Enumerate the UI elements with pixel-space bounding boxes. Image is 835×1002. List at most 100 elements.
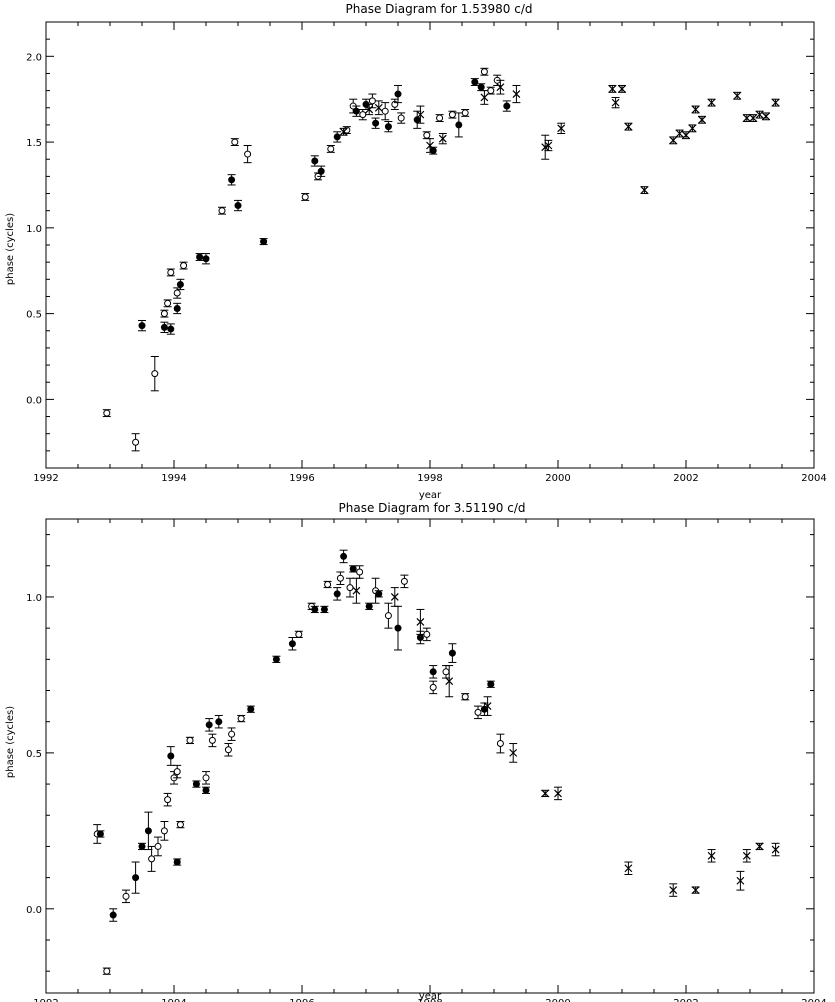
data-point-filled-circle	[365, 602, 374, 610]
cross-marker	[624, 864, 633, 873]
data-point-cross	[688, 124, 697, 133]
data-point-filled-circle	[96, 830, 105, 838]
data-point-cross	[445, 665, 454, 698]
data-point-cross	[509, 743, 518, 763]
y-tick-labels: 0.0 0.5 1.0 1.5 2.0	[26, 52, 42, 406]
filled-circle-marker	[205, 721, 213, 729]
data-point-cross	[691, 886, 700, 895]
cross-marker	[742, 114, 751, 122]
cross-marker	[691, 105, 700, 114]
open-circle-marker	[208, 736, 216, 744]
axis-ticks	[45, 519, 815, 993]
open-circle-marker	[480, 68, 488, 76]
open-circle-marker	[429, 683, 437, 691]
open-circle-marker	[442, 668, 450, 676]
data-point-open-circle	[186, 736, 194, 745]
data-point-open-circle	[230, 138, 239, 147]
data-point-filled-circle	[227, 174, 236, 186]
data-point-open-circle	[166, 268, 175, 277]
cross-marker	[390, 593, 399, 601]
data-point-cross	[755, 110, 764, 119]
data-point-cross	[426, 138, 434, 153]
data-point-cross	[390, 587, 399, 607]
data-point-open-circle	[448, 110, 457, 119]
cross-marker	[742, 851, 751, 860]
open-circle-marker	[224, 746, 232, 754]
data-point-open-circle	[163, 792, 172, 807]
filled-circle-marker	[138, 842, 146, 850]
cross-marker	[624, 122, 633, 131]
x-tick-label: 1996	[289, 473, 314, 484]
y-tick-label: 0.5	[26, 310, 42, 321]
data-point-cross	[624, 122, 633, 131]
y-tick-label: 1.5	[26, 138, 42, 149]
data-point-filled-circle	[310, 605, 319, 614]
filled-circle-marker	[138, 322, 146, 330]
filled-circle-marker	[173, 304, 181, 312]
x-tick-labels: 1992 1994 1996 1998 2000 2002 2004	[33, 998, 826, 1002]
filled-circle-marker	[167, 752, 175, 760]
open-circle-marker	[154, 842, 162, 850]
phase-diagram-panel-bottom: Phase Diagram for 3.51190 c/d 0.00.51.0 …	[5, 501, 827, 1002]
data-point-filled-circle	[138, 319, 146, 332]
data-point-open-circle	[496, 733, 505, 754]
data-point-filled-circle	[394, 84, 402, 104]
x-tick-label: 2000	[545, 473, 570, 484]
data-point-open-circle	[218, 206, 226, 215]
open-circle-marker	[400, 577, 408, 585]
open-circle-marker	[160, 827, 168, 835]
open-circle-marker	[173, 289, 181, 297]
open-circle-marker	[327, 145, 335, 153]
open-circle-marker	[301, 193, 309, 201]
filled-circle-marker	[349, 565, 357, 573]
data-point-cross	[544, 139, 553, 152]
data-point-cross	[733, 91, 742, 100]
cross-marker	[733, 91, 742, 100]
filled-circle-marker	[192, 780, 200, 788]
cross-marker	[736, 876, 745, 885]
y-axis-label: phase (cycles)	[5, 706, 16, 778]
data-point-open-circle	[474, 705, 482, 720]
data-point-open-circle	[381, 102, 390, 121]
data-point-open-circle	[390, 98, 399, 110]
data-point-open-circle	[384, 602, 393, 629]
open-circle-marker	[148, 855, 156, 863]
data-point-open-circle	[160, 309, 169, 318]
cross-marker	[445, 677, 454, 686]
data-point-filled-circle	[320, 605, 329, 614]
data-point-open-circle	[176, 820, 185, 829]
x-tick-label: 1992	[33, 473, 58, 484]
filled-circle-marker	[247, 705, 255, 713]
cross-marker	[682, 131, 690, 140]
data-point-filled-circle	[138, 842, 146, 851]
data-point-filled-circle	[333, 587, 342, 601]
filled-circle-marker	[487, 680, 495, 688]
cross-marker	[771, 845, 780, 854]
data-point-open-circle	[301, 193, 310, 201]
filled-circle-marker	[471, 78, 479, 86]
cross-marker	[483, 702, 492, 711]
data-points	[102, 67, 780, 452]
cross-marker	[416, 110, 425, 119]
y-tick-label: 2.0	[26, 52, 42, 63]
y-axis-label: phase (cycles)	[5, 213, 16, 285]
y-tick-label: 1.0	[26, 224, 42, 235]
open-circle-marker	[160, 310, 168, 318]
plot-frame	[45, 518, 815, 994]
data-point-cross	[374, 100, 383, 116]
data-point-open-circle	[336, 571, 345, 585]
open-circle-marker	[359, 111, 367, 119]
data-point-cross	[512, 84, 521, 104]
y-tick-label: 1.0	[26, 593, 42, 604]
x-tick-label: 1994	[161, 473, 186, 484]
data-point-open-circle	[461, 108, 470, 117]
filled-circle-marker	[196, 253, 204, 261]
y-tick-label: 0.5	[26, 749, 42, 760]
data-point-filled-circle	[205, 718, 214, 732]
data-point-open-circle	[122, 889, 130, 904]
data-point-filled-circle	[413, 110, 422, 129]
open-circle-marker	[167, 268, 175, 276]
open-circle-marker	[336, 574, 344, 582]
cross-marker	[416, 617, 425, 626]
data-point-filled-circle	[349, 565, 358, 573]
